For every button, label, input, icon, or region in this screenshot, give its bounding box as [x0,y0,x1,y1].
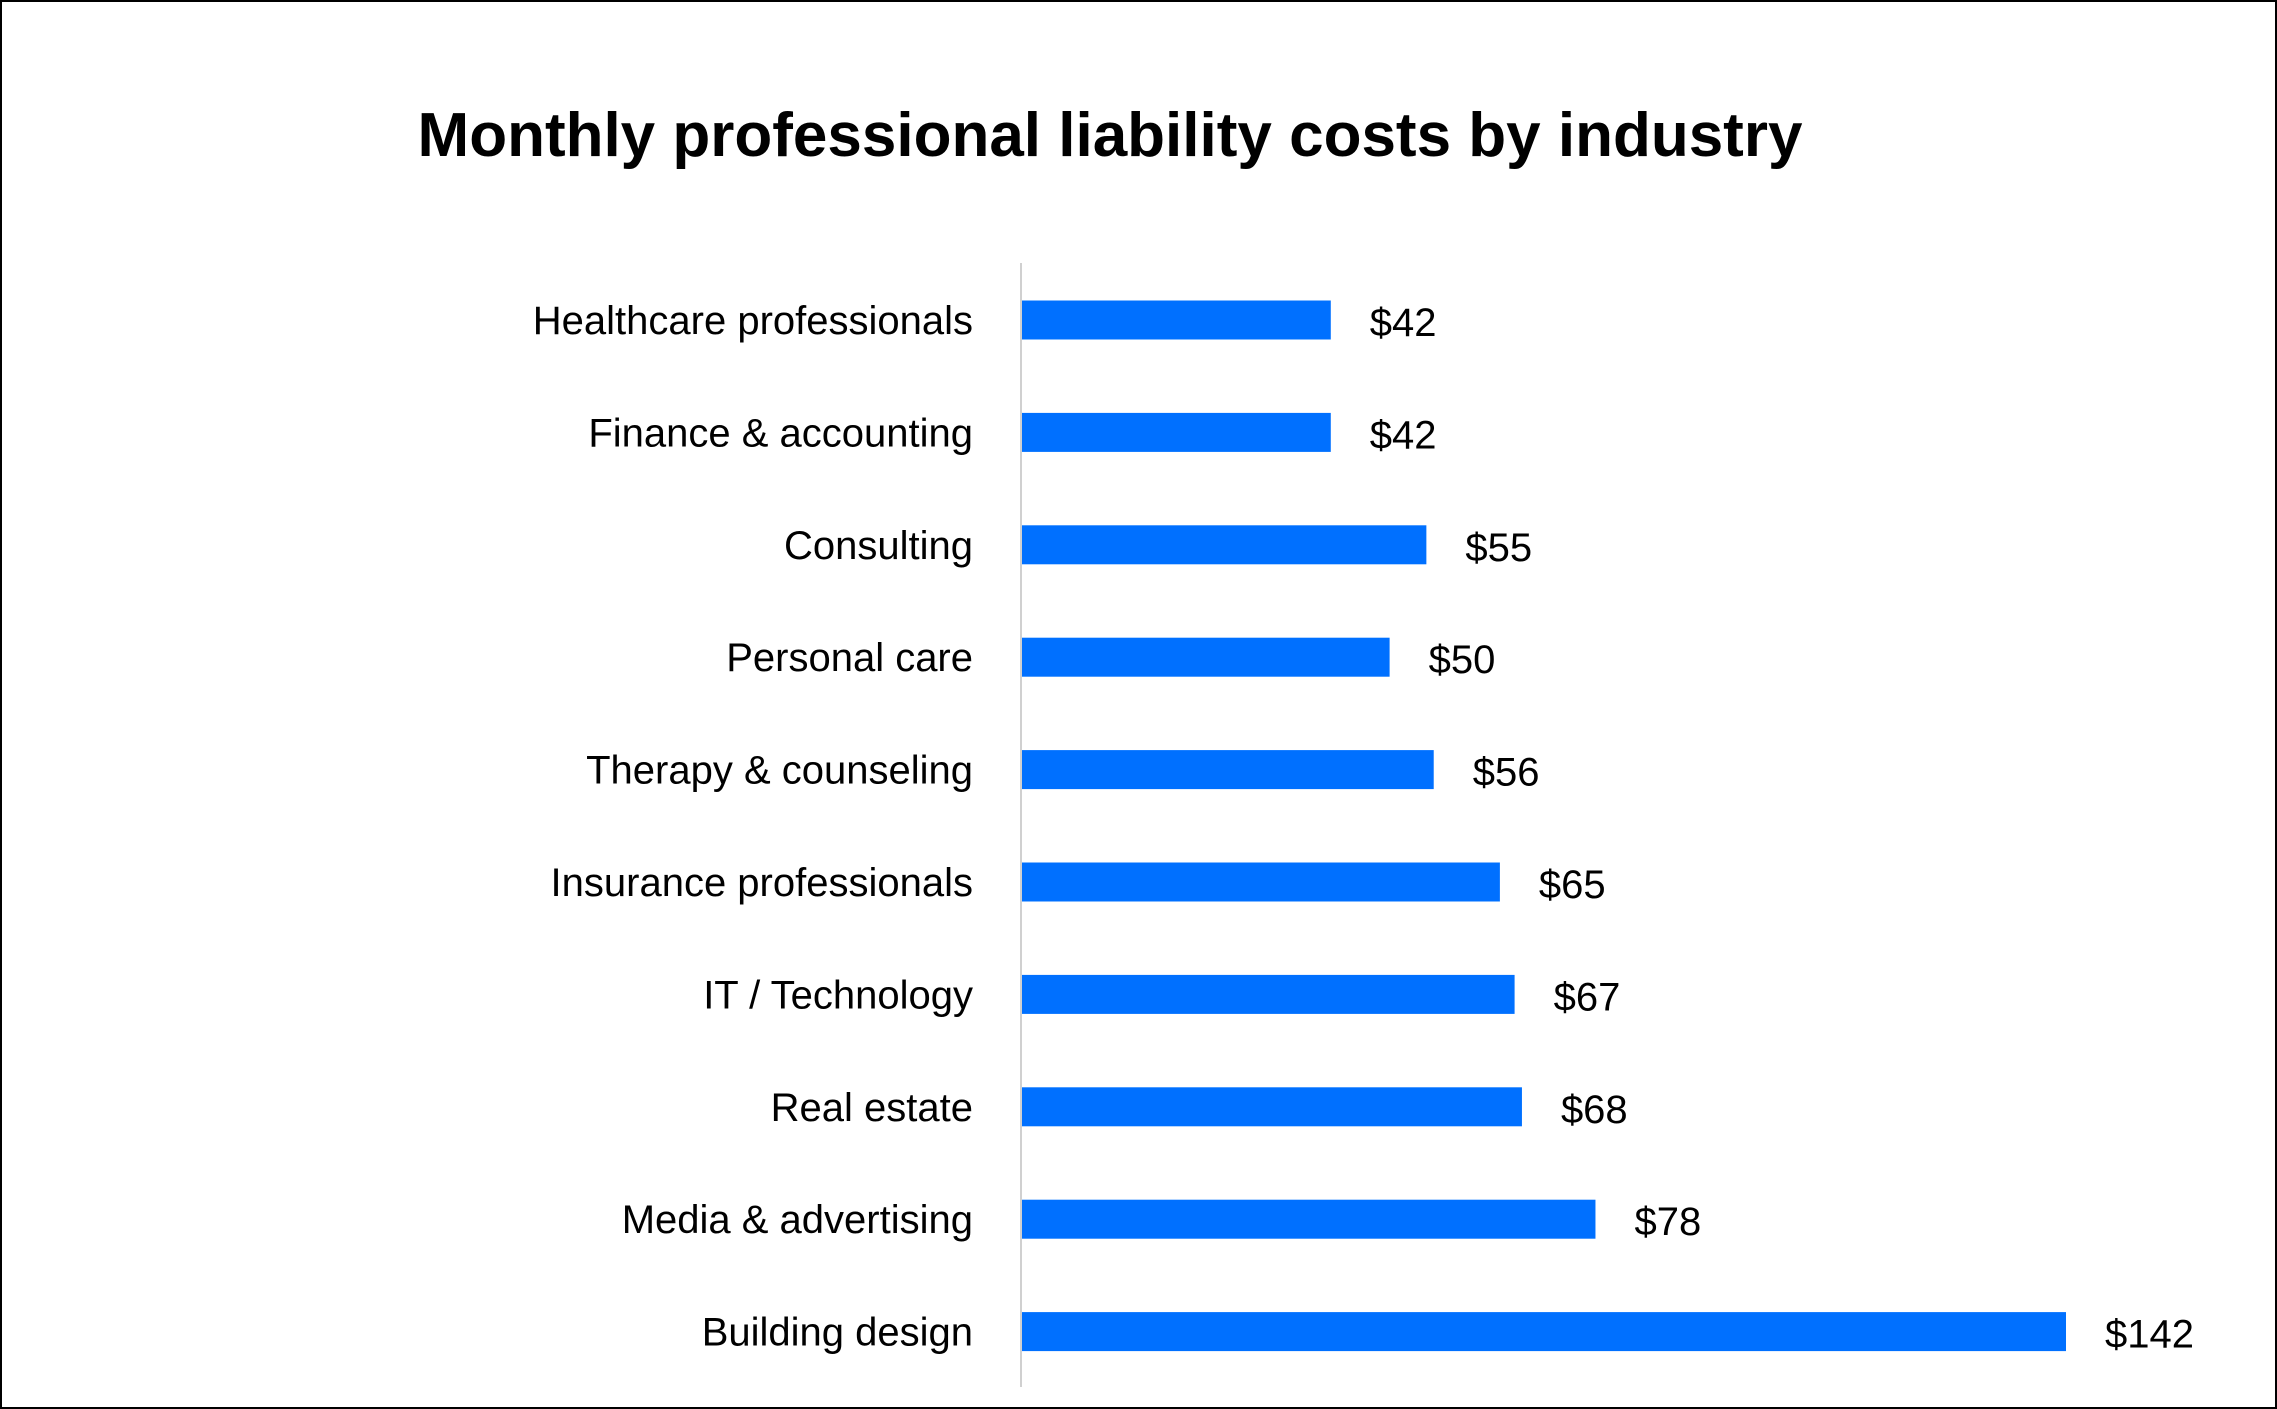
data-label: $142 [2105,1313,2194,1357]
chart-title: Monthly professional liability costs by … [417,101,1803,170]
data-label: $42 [1370,301,1437,345]
data-label: $55 [1465,526,1532,570]
bar [1022,637,1390,677]
data-label: $78 [1634,1200,1701,1244]
category-label: Real estate [771,1086,973,1130]
data-label: $65 [1539,863,1606,907]
data-label: $42 [1370,413,1437,457]
data-label: $67 [1554,975,1621,1019]
category-label: Finance & accounting [588,411,973,455]
category-label: Therapy & counseling [586,749,973,793]
bar [1022,1312,2066,1352]
data-label: $56 [1473,751,1540,795]
bar [1022,412,1331,452]
category-label: Consulting [784,524,973,568]
category-label: Media & advertising [622,1198,973,1242]
bar [1022,1199,1596,1239]
category-label: Building design [702,1311,973,1355]
bar [1022,974,1515,1014]
bar [1022,750,1434,790]
bar [1022,1087,1522,1127]
data-label: $50 [1429,638,1496,682]
bar [1022,300,1331,340]
category-label: Personal care [726,636,973,680]
data-label: $68 [1561,1088,1628,1132]
bar [1022,862,1500,902]
category-label: Healthcare professionals [533,299,973,343]
category-label: Insurance professionals [551,861,973,905]
category-label: IT / Technology [703,973,973,1017]
bar [1022,525,1427,565]
